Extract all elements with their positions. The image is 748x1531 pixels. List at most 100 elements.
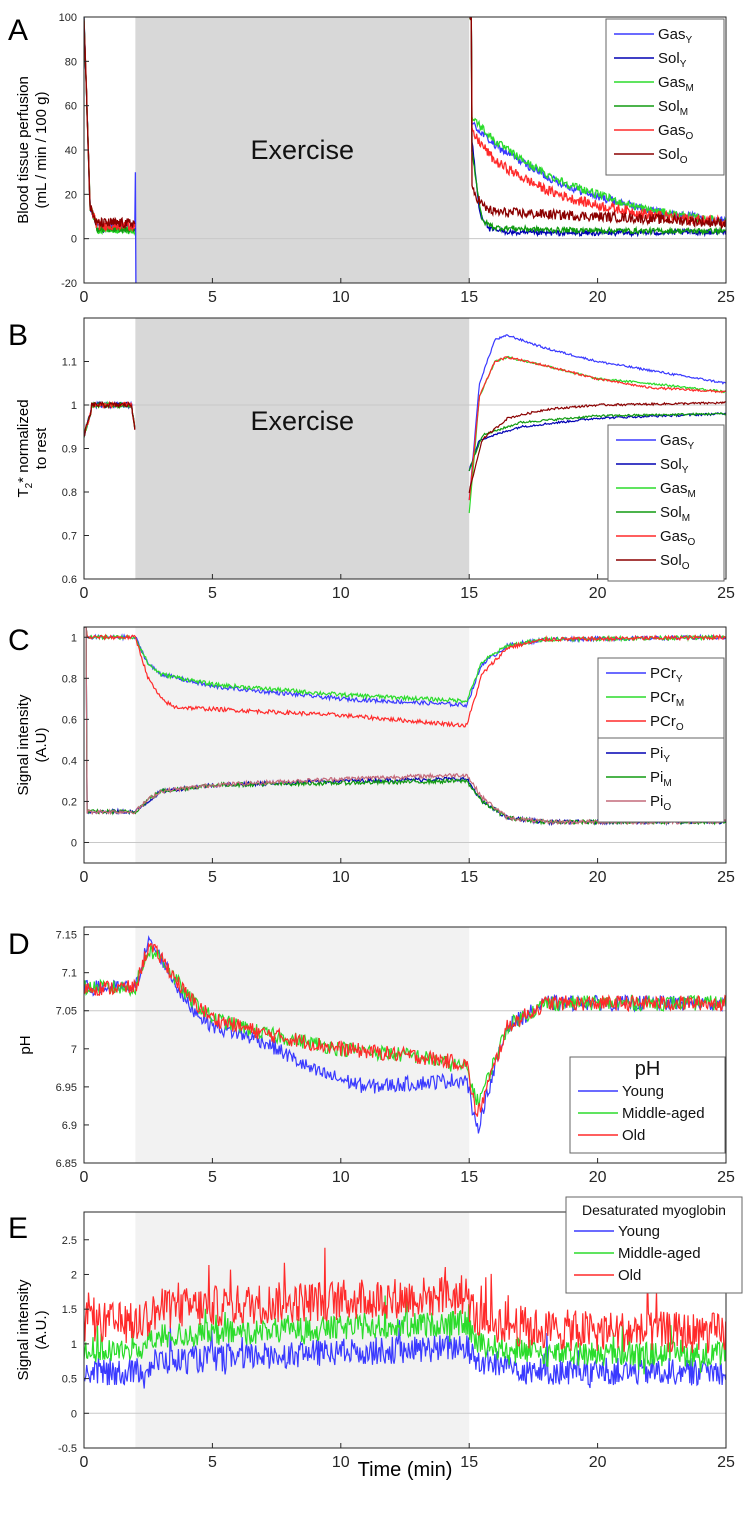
exercise-label: Exercise	[251, 406, 355, 436]
legend-name: Gas	[660, 432, 688, 449]
panel-letter: A	[8, 14, 28, 47]
x-tick-label: 5	[208, 585, 217, 602]
x-tick-label: 5	[208, 869, 217, 886]
x-tick-label: 0	[80, 1454, 89, 1471]
y-tick-label: 0.6	[62, 714, 77, 726]
y-tick-label: -0.5	[58, 1443, 77, 1455]
legend-label: SolM	[660, 504, 690, 524]
panel-letter: E	[8, 1212, 28, 1245]
legend-label: Young	[618, 1223, 660, 1240]
y-axis-label-rest: * normalized	[15, 399, 32, 482]
legend-name: Middle-aged	[622, 1105, 705, 1122]
series-group	[84, 935, 726, 1134]
legend-label: SolY	[660, 456, 689, 476]
y-tick-label: 0	[71, 837, 77, 849]
y-tick-label: 7.1	[62, 968, 77, 980]
y-tick-label: 7.05	[56, 1006, 77, 1018]
y-tick-label: 0.2	[62, 796, 77, 808]
legend-label: PCrO	[650, 713, 684, 733]
legend-name: Pi	[650, 745, 663, 762]
x-tick-label: 5	[208, 289, 217, 306]
y-axis-label: Signal intensity(A.U.)	[15, 1279, 50, 1380]
y-tick-label: 80	[65, 56, 77, 68]
y-axis-label-line: (mL / min / 100 g)	[33, 92, 50, 209]
x-tick-label: 10	[332, 585, 350, 602]
legend-subscript: Y	[680, 59, 687, 70]
series-line	[84, 17, 726, 230]
y-tick-label: 1	[71, 400, 77, 412]
y-axis-label-line: (A.U)	[33, 728, 50, 763]
legend-title: pH	[635, 1058, 661, 1080]
legend-subscript: O	[682, 561, 690, 572]
legend-name: Gas	[658, 122, 686, 139]
legend-subscript: Y	[676, 674, 683, 685]
legend-label: Middle-aged	[618, 1245, 701, 1262]
legend-label: PiM	[650, 769, 672, 789]
legend-subscript: O	[686, 131, 694, 142]
y-tick-label: 1	[71, 1339, 77, 1351]
exercise-band	[135, 318, 470, 579]
legend-name: Gas	[658, 74, 686, 91]
legend-box	[597, 657, 725, 743]
panel-letter: B	[8, 319, 28, 352]
y-axis-label: Blood tissue perfusion(mL / min / 100 g)	[15, 76, 50, 224]
y-axis-label-line: Signal intensity	[15, 694, 32, 795]
y-tick-label: -20	[61, 278, 77, 290]
x-tick-label: 0	[80, 1169, 89, 1186]
x-tick-label: 20	[589, 289, 607, 306]
legend-name: Sol	[658, 50, 680, 67]
y-tick-label: 1.5	[62, 1304, 77, 1316]
y-tick-label: 0.4	[62, 755, 77, 767]
x-tick-label: 15	[460, 1454, 478, 1471]
legend-label: GasO	[660, 528, 696, 548]
legend-name: Young	[622, 1083, 664, 1100]
series-line	[84, 627, 726, 826]
legend: pH Young Middle-aged Old	[569, 1056, 726, 1154]
legend-subscript: Y	[686, 35, 693, 46]
x-tick-label: 0	[80, 289, 89, 306]
panel-c: 0 5 10 15 20 25 0 0.2 0.4 0.6 0.8 1 C Signal intensit…	[8, 624, 735, 886]
y-tick-label: 6.95	[56, 1082, 77, 1094]
legend-name: Sol	[660, 456, 682, 473]
y-tick-label: 1.1	[62, 357, 77, 369]
series-group	[84, 334, 726, 514]
y-tick-label: 7	[71, 1044, 77, 1056]
series-line	[84, 942, 726, 1117]
legend-box	[605, 18, 725, 176]
y-axis-label-line: Blood tissue perfusion	[15, 76, 32, 224]
x-tick-label: 15	[460, 869, 478, 886]
panel-letter: C	[8, 624, 30, 657]
axes-box	[83, 1211, 727, 1449]
y-tick-label: 0.5	[62, 1374, 77, 1386]
y-tick-label: 0	[71, 1408, 77, 1420]
legend-subscript: O	[688, 537, 696, 548]
subscript: 2	[24, 482, 35, 488]
y-tick-label: 0.9	[62, 444, 77, 456]
y-tick-label: 2	[71, 1269, 77, 1281]
legend-name: Sol	[658, 98, 680, 115]
x-tick-label: 25	[717, 1454, 735, 1471]
series-line	[84, 1247, 726, 1354]
y-axis-label: T2* normalizedto rest	[15, 399, 50, 497]
panel-b: 0 5 10 15 20 25 0.6 0.7 0.8 0.9 1 1.1 B T2* normalize…	[8, 317, 735, 602]
x-tick-label: 25	[717, 585, 735, 602]
x-tick-label: 20	[589, 1454, 607, 1471]
legend-box	[597, 737, 725, 823]
legend-label: SolY	[658, 50, 687, 70]
legend-label: GasM	[660, 480, 696, 500]
legend-name: PCr	[650, 689, 676, 706]
x-tick-label: 25	[717, 869, 735, 886]
y-axis-label-line: T2* normalized	[15, 399, 35, 497]
x-tick-label: 20	[589, 1169, 607, 1186]
legend-subscript: Y	[663, 754, 670, 765]
axes-box	[83, 926, 727, 1164]
legend-subscript: M	[686, 83, 694, 94]
x-tick-label: 10	[332, 1454, 350, 1471]
x-tick-label: 25	[717, 1169, 735, 1186]
legend-name: Old	[618, 1267, 641, 1284]
series-line	[84, 401, 726, 494]
